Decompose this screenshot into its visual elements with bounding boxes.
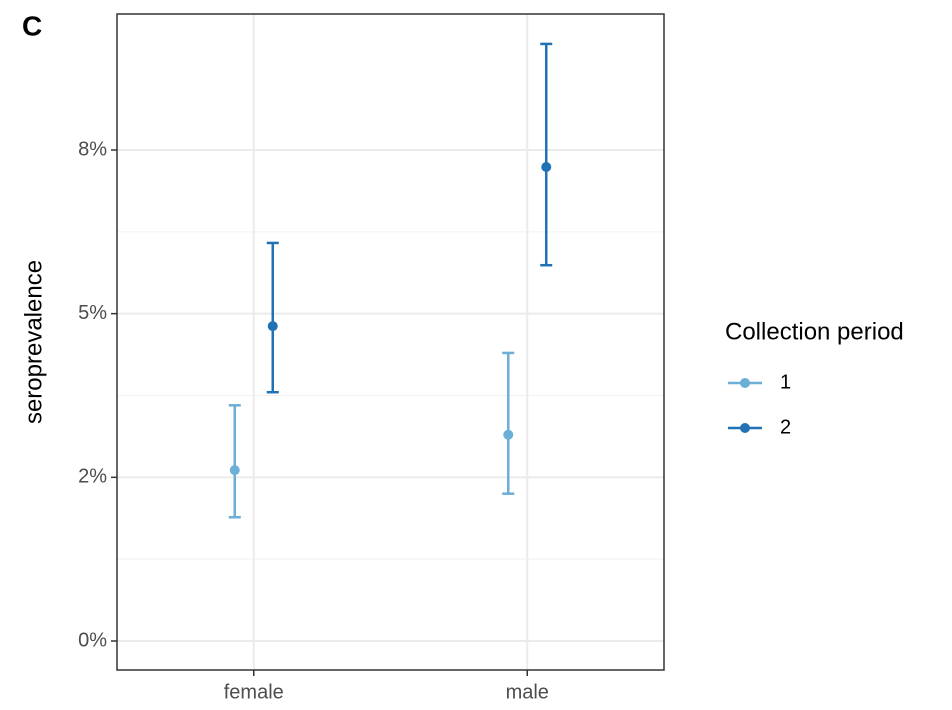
- y-tick-label: 5%: [78, 302, 107, 324]
- point: [503, 429, 514, 440]
- y-axis-label: seroprevalence: [20, 260, 47, 424]
- x-tick-label: female: [224, 681, 284, 703]
- panel-tag: C: [22, 10, 42, 41]
- legend-key-point: [740, 378, 750, 388]
- legend-key-point: [740, 423, 750, 433]
- point: [267, 321, 278, 332]
- legend-title: Collection period: [725, 318, 904, 345]
- x-tick-label: male: [506, 681, 549, 703]
- panel-border: [116, 13, 665, 671]
- legend-label: 2: [780, 416, 791, 438]
- point: [229, 465, 240, 476]
- point: [541, 162, 552, 173]
- y-tick-label: 0%: [78, 629, 107, 651]
- legend-label: 1: [780, 371, 791, 393]
- y-tick-label: 2%: [78, 466, 107, 488]
- y-tick-label: 8%: [78, 138, 107, 160]
